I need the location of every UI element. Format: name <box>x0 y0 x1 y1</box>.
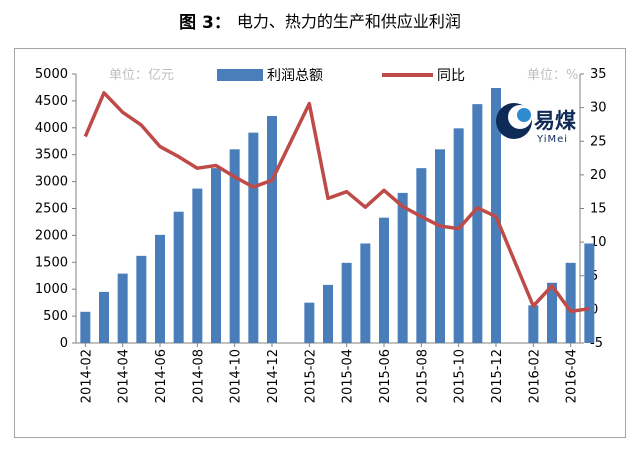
x-tick-labels: 2014-02 2014-04 2014-06 2014-08 2014-10 2014-… <box>79 343 580 403</box>
x-tick-label: 2014-10 <box>229 349 244 403</box>
left-tick-label: 2500 <box>35 202 68 217</box>
bar <box>304 302 315 343</box>
left-tick-label: 0 <box>60 336 68 351</box>
chart-area: 0 500 1000 1500 2000 2500 3000 3500 4000 4500 5000… <box>14 48 626 438</box>
bar <box>416 168 427 343</box>
right-tick-label: 15 <box>590 202 607 217</box>
bar <box>267 115 277 344</box>
bar <box>323 284 333 343</box>
left-tick-label: 5000 <box>35 67 68 82</box>
bar <box>528 305 539 343</box>
bar <box>435 149 445 343</box>
left-tick-label: 500 <box>43 309 68 324</box>
bar <box>565 262 576 343</box>
x-tick-label: 2016-04 <box>565 349 580 403</box>
x-tick-label: 2014-02 <box>79 349 94 403</box>
x-tick-label: 2015-02 <box>303 349 318 403</box>
left-tick-label: 3500 <box>35 148 68 163</box>
x-tick-label: 2014-04 <box>117 349 132 403</box>
bar <box>99 291 109 343</box>
right-tick-label: 35 <box>590 67 607 82</box>
x-tick-label: 2015-06 <box>378 349 393 403</box>
bar <box>192 188 203 343</box>
bar <box>155 234 165 343</box>
bar <box>453 128 464 343</box>
figure-label: 图 3： <box>179 12 231 33</box>
yimei-logo: 易煤 YiMei <box>496 103 576 145</box>
bar <box>136 255 147 343</box>
legend-label-yoy: 同比 <box>437 68 465 84</box>
x-tick-label: 2015-10 <box>453 349 468 403</box>
bar <box>80 311 91 343</box>
bar <box>117 273 128 343</box>
x-tick-label: 2015-12 <box>490 349 505 403</box>
bar <box>547 282 557 343</box>
yoy-line <box>83 91 590 314</box>
x-tick-label: 2016-02 <box>527 349 542 403</box>
bar <box>584 243 595 343</box>
x-tick-label: 2014-08 <box>191 349 206 403</box>
figure-title: 电力、热力的生产和供应业利润 <box>236 12 461 31</box>
bar <box>173 211 184 343</box>
chart-svg: 0 500 1000 1500 2000 2500 3000 3500 4000 4500 5000… <box>35 67 607 403</box>
left-tick-label: 1500 <box>35 255 68 270</box>
bar <box>397 192 408 343</box>
axes: 0 500 1000 1500 2000 2500 3000 3500 4000 4500 5000… <box>35 67 607 351</box>
legend: 利润总额 同比 <box>217 68 465 84</box>
right-tick-label: 30 <box>590 101 607 116</box>
line-series <box>83 91 590 314</box>
left-tick-label: 2000 <box>35 228 68 243</box>
x-tick-label: 2014-06 <box>154 349 169 403</box>
logo-sub-text: YiMei <box>536 134 568 145</box>
logo-main-text: 易煤 <box>534 109 576 133</box>
bar <box>379 217 389 343</box>
legend-label-profit: 利润总额 <box>267 68 323 84</box>
left-unit-label: 单位：亿元 <box>109 68 174 83</box>
x-tick-label: 2015-04 <box>341 349 356 403</box>
left-tick-label: 4000 <box>35 121 68 136</box>
right-unit-label: 单位：% <box>527 68 578 83</box>
left-tick-label: 3000 <box>35 175 68 190</box>
bar <box>360 243 371 343</box>
x-tick-label: 2014-12 <box>266 349 281 403</box>
left-tick-label: 1000 <box>35 282 68 297</box>
bar <box>211 168 221 343</box>
right-tick-label: 20 <box>590 168 607 183</box>
x-tick-label: 2015-08 <box>415 349 430 403</box>
legend-swatch-profit <box>217 69 263 81</box>
left-tick-label: 4500 <box>35 94 68 109</box>
bar <box>229 149 240 343</box>
bar <box>341 262 352 343</box>
chart-title: 图 3： 电力、热力的生产和供应业利润 <box>0 0 640 40</box>
right-tick-label: 25 <box>590 134 607 149</box>
bar <box>248 132 259 343</box>
bar <box>472 104 483 344</box>
